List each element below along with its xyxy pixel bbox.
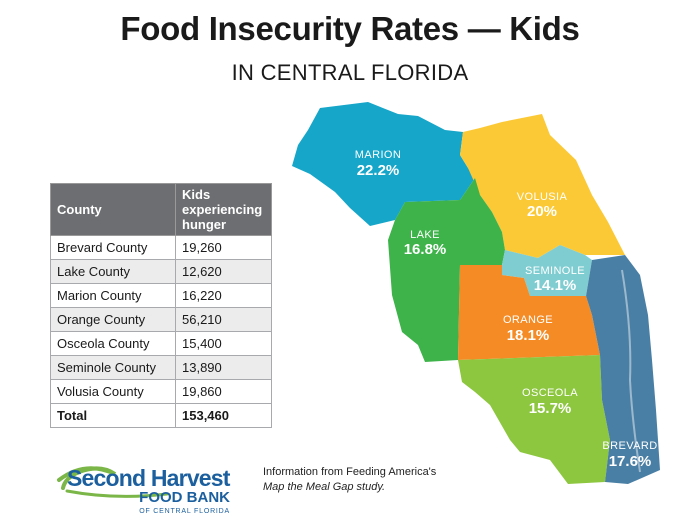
source-note: Information from Feeding America's Map t… [263, 465, 436, 495]
cell-kids: 12,620 [175, 259, 272, 284]
label-lake-name: LAKE [410, 229, 440, 241]
source-line1: Information from Feeding America's [263, 466, 437, 478]
table-row: Volusia County 19,860 [50, 379, 272, 404]
table-total-row: Total 153,460 [50, 403, 272, 428]
label-brevard-rate: 17.6% [609, 453, 652, 470]
county-osceola [458, 355, 610, 484]
second-harvest-logo: Second Harvest FOOD BANK OF CENTRAL FLOR… [57, 465, 232, 515]
central-florida-county-map: MARION 22.2% VOLUSIA 20% LAKE 16.8% SEMI… [292, 102, 660, 484]
logo-line2: FOOD BANK [139, 489, 230, 506]
table-row: Lake County 12,620 [50, 259, 272, 284]
cell-kids: 56,210 [175, 307, 272, 332]
cell-kids: 13,890 [175, 355, 272, 380]
label-marion-rate: 22.2% [357, 162, 400, 179]
table-row: Seminole County 13,890 [50, 355, 272, 380]
label-osceola-name: OSCEOLA [522, 387, 578, 399]
label-orange-name: ORANGE [503, 314, 553, 326]
logo-line3: OF CENTRAL FLORIDA [139, 508, 230, 515]
table-row: Osceola County 15,400 [50, 331, 272, 356]
label-osceola-rate: 15.7% [529, 400, 572, 417]
table-header-row: County Kids experiencing hunger [50, 183, 272, 236]
label-seminole-rate: 14.1% [534, 277, 577, 294]
logo-underline [65, 489, 169, 498]
page-subtitle: IN CENTRAL FLORIDA [231, 60, 469, 85]
page-title: Food Insecurity Rates — Kids [120, 10, 580, 47]
label-volusia-rate: 20% [527, 203, 557, 220]
cell-total-label: Total [50, 403, 176, 428]
label-volusia-name: VOLUSIA [517, 191, 568, 203]
lagoon-line [621, 269, 641, 473]
county-lake [388, 178, 505, 362]
logo-line1: Second Harvest [67, 465, 231, 491]
cell-county: Volusia County [50, 379, 176, 404]
cell-kids: 15,400 [175, 331, 272, 356]
county-brevard [586, 255, 660, 484]
header-county: County [50, 183, 176, 236]
cell-county: Seminole County [50, 355, 176, 380]
county-hunger-table: County Kids experiencing hunger Brevard … [50, 183, 272, 428]
table-row: Marion County 16,220 [50, 283, 272, 308]
logo-swoosh [57, 466, 117, 490]
label-seminole-name: SEMINOLE [525, 265, 585, 277]
label-orange-rate: 18.1% [507, 327, 550, 344]
county-volusia [460, 114, 625, 258]
cell-county: Marion County [50, 283, 176, 308]
label-lake-rate: 16.8% [404, 241, 447, 258]
cell-county: Osceola County [50, 331, 176, 356]
county-marion [292, 102, 475, 226]
county-orange [458, 265, 600, 360]
cell-kids: 19,260 [175, 235, 272, 260]
label-marion-name: MARION [355, 149, 401, 161]
cell-county: Brevard County [50, 235, 176, 260]
cell-kids: 19,860 [175, 379, 272, 404]
table-row: Brevard County 19,260 [50, 235, 272, 260]
header-kids: Kids experiencing hunger [175, 183, 272, 236]
source-line2: Map the Meal Gap study. [263, 481, 386, 493]
cell-county: Lake County [50, 259, 176, 284]
county-seminole [502, 245, 592, 296]
cell-county: Orange County [50, 307, 176, 332]
cell-kids: 16,220 [175, 283, 272, 308]
table-row: Orange County 56,210 [50, 307, 272, 332]
label-brevard-name: BREVARD [602, 440, 657, 452]
cell-total-value: 153,460 [175, 403, 272, 428]
